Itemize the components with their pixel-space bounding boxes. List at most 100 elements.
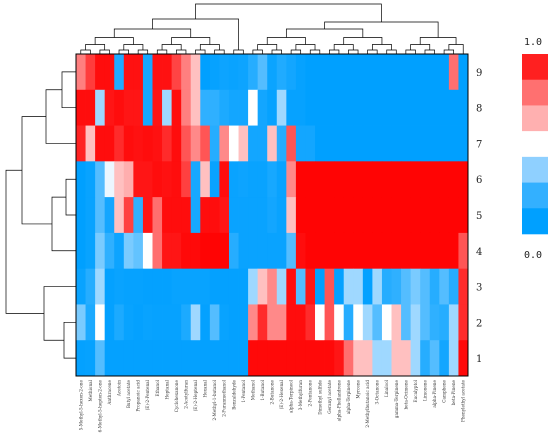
heatmap-cell bbox=[295, 340, 306, 377]
row-label: 6 bbox=[476, 175, 482, 186]
heatmap-cell bbox=[276, 197, 287, 234]
dendrogram-link bbox=[233, 49, 244, 54]
heatmap-cell bbox=[219, 340, 230, 377]
heatmap-cell bbox=[152, 197, 163, 234]
dendrogram-link bbox=[61, 71, 76, 109]
heatmap-cell bbox=[448, 54, 459, 91]
legend-min-label: 0.0 bbox=[524, 250, 542, 261]
column-label: 1-Pentanol bbox=[241, 379, 246, 402]
heatmap-cell bbox=[334, 161, 345, 198]
heatmap-cell bbox=[133, 54, 144, 91]
heatmap-cell bbox=[381, 197, 392, 234]
heatmap-cell bbox=[391, 304, 402, 341]
heatmap-cell bbox=[343, 125, 354, 162]
heatmap-cell bbox=[439, 89, 450, 126]
heatmap-cell bbox=[219, 89, 230, 126]
dendrogram-link bbox=[45, 89, 76, 144]
heatmap-cell bbox=[429, 161, 440, 198]
dendrogram-link bbox=[348, 49, 359, 54]
heatmap-cell bbox=[305, 268, 316, 305]
heatmap-cell bbox=[190, 304, 201, 341]
heatmap-cell bbox=[200, 197, 211, 234]
heatmap-cell bbox=[362, 340, 373, 377]
heatmap-cell bbox=[114, 54, 125, 91]
column-label: alpha-Phellandrene bbox=[336, 379, 341, 421]
heatmap-cell bbox=[104, 89, 115, 126]
heatmap-cell bbox=[372, 125, 383, 162]
column-label: Acetoin bbox=[117, 380, 122, 397]
heatmap-cell bbox=[209, 197, 220, 234]
dendrogram-link bbox=[443, 49, 455, 54]
dendrogram-link bbox=[123, 44, 144, 50]
heatmap-cell bbox=[248, 197, 259, 234]
dendrogram-link bbox=[405, 49, 416, 54]
heatmap-cell bbox=[334, 268, 345, 305]
heatmap-cell bbox=[458, 197, 469, 234]
heatmap-cell bbox=[200, 125, 211, 162]
column-label: Propanoic acid bbox=[136, 380, 141, 412]
heatmap-cell bbox=[381, 54, 392, 91]
column-label: beta-Ocimene bbox=[403, 379, 408, 409]
heatmap-cell bbox=[343, 268, 354, 305]
heatmap-cell bbox=[267, 197, 278, 234]
heatmap-cell bbox=[295, 125, 306, 162]
heatmap-cell bbox=[133, 232, 144, 270]
heatmap-cell bbox=[104, 304, 115, 341]
heatmap-cell bbox=[429, 304, 440, 341]
column-label: Eucalyptol bbox=[413, 379, 418, 402]
heatmap-cell bbox=[324, 340, 335, 377]
heatmap-cell bbox=[228, 340, 239, 377]
column-label: 2-Methyl-1-butanol bbox=[212, 379, 217, 420]
heatmap-cell bbox=[448, 268, 459, 305]
heatmap-cell bbox=[133, 340, 144, 377]
heatmap-cell bbox=[420, 125, 431, 162]
column-label: Camphene bbox=[442, 379, 447, 402]
heatmap-cell bbox=[142, 268, 153, 305]
heatmap-cell bbox=[200, 304, 211, 341]
heatmap-cell bbox=[362, 89, 373, 126]
legend-swatch bbox=[522, 79, 548, 106]
color-legend: 1.0 0.0 bbox=[522, 37, 548, 261]
heatmap-cell bbox=[171, 54, 182, 91]
heatmap-cell bbox=[362, 232, 373, 270]
heatmap-cell bbox=[95, 89, 106, 126]
dendrogram-link bbox=[285, 28, 364, 38]
heatmap-cell bbox=[353, 197, 364, 234]
heatmap-cell bbox=[315, 304, 325, 341]
heatmap-cell bbox=[295, 54, 306, 91]
heatmap-cell bbox=[95, 54, 106, 91]
heatmap-cell bbox=[315, 125, 325, 162]
heatmap-cell bbox=[104, 340, 115, 377]
heatmap-cell bbox=[181, 161, 192, 198]
heatmap-cell bbox=[286, 232, 297, 270]
heatmap-cell bbox=[401, 54, 412, 91]
heatmap-cell bbox=[267, 54, 278, 91]
heatmap-cell bbox=[181, 125, 192, 162]
heatmap-cell bbox=[458, 89, 469, 126]
dendrogram-link bbox=[410, 44, 431, 50]
heatmap-cell bbox=[133, 89, 144, 126]
legend-swatch bbox=[522, 54, 548, 81]
heatmap-cell bbox=[401, 340, 412, 377]
column-label: 2-Acetylfuran bbox=[183, 380, 188, 409]
dendrogram-link bbox=[199, 44, 220, 50]
heatmap-cell bbox=[257, 268, 268, 305]
heatmap-cell bbox=[305, 125, 316, 162]
heatmap-cell bbox=[324, 125, 335, 162]
heatmap-cell bbox=[114, 340, 125, 377]
row-label: 4 bbox=[476, 247, 482, 258]
heatmap-cell bbox=[410, 232, 421, 270]
heatmap-cell bbox=[410, 89, 421, 126]
heatmap-cell bbox=[343, 54, 354, 91]
heatmap-cell bbox=[267, 340, 278, 377]
heatmap-cells bbox=[76, 54, 469, 377]
heatmap-cell bbox=[152, 340, 163, 377]
heatmap-cell bbox=[420, 197, 431, 234]
heatmap-cell bbox=[286, 125, 297, 162]
heatmap-cell bbox=[190, 232, 201, 270]
heatmap-cell bbox=[429, 340, 440, 377]
dendrogram-link bbox=[85, 44, 106, 50]
dendrogram-link bbox=[63, 321, 76, 359]
dendrogram-link bbox=[295, 44, 316, 50]
heatmap-cell bbox=[257, 340, 268, 377]
